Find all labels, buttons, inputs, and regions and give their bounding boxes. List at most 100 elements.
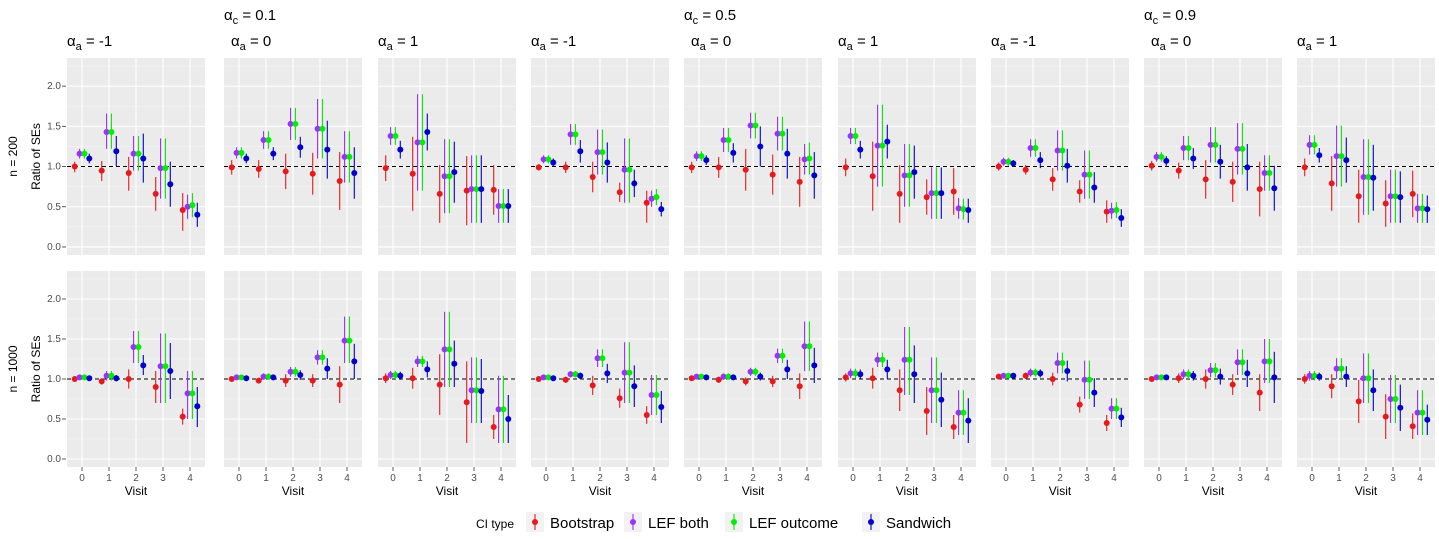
data-point (653, 194, 660, 201)
data-point (1091, 184, 1098, 191)
data-point (796, 383, 803, 390)
data-point (108, 128, 115, 135)
data-point (1397, 194, 1404, 201)
data-point (550, 159, 557, 166)
data-point (157, 363, 164, 370)
data-point (309, 377, 316, 384)
data-point (1175, 375, 1182, 382)
data-point (742, 378, 749, 385)
y-axis-title: Ratio of SEs (29, 336, 43, 403)
data-point (693, 153, 700, 160)
data-point (98, 378, 105, 385)
data-point (255, 377, 262, 384)
data-point (769, 171, 776, 178)
data-point (1306, 141, 1313, 148)
data-point (1202, 176, 1209, 183)
data-point (648, 195, 655, 202)
data-point (1190, 155, 1197, 162)
y-tick-label: 1.0 (47, 374, 61, 385)
data-point (346, 337, 353, 344)
data-point (784, 366, 791, 373)
x-tick-label: 2 (750, 473, 756, 484)
data-point (319, 125, 326, 132)
data-point (1163, 374, 1170, 381)
data-point (796, 178, 803, 185)
data-point (1217, 158, 1224, 165)
data-point (314, 125, 321, 132)
data-point (1343, 157, 1350, 164)
data-point (140, 362, 147, 369)
data-point (194, 211, 201, 218)
data-point (505, 202, 512, 209)
data-point (1118, 414, 1125, 421)
data-point (933, 387, 940, 394)
data-point (1266, 169, 1273, 176)
data-point (1010, 160, 1017, 167)
x-tick-label: 1 (1336, 473, 1342, 484)
x-tick-label: 3 (160, 473, 166, 484)
data-point (1370, 387, 1377, 394)
panel (838, 58, 976, 255)
data-point (324, 146, 331, 153)
panel (684, 58, 822, 255)
data-point (1212, 141, 1219, 148)
data-point (725, 373, 732, 380)
data-point (1414, 205, 1421, 212)
data-point (98, 167, 105, 174)
data-point (1113, 405, 1120, 412)
data-point (152, 384, 159, 390)
data-point (1049, 376, 1056, 382)
data-point (1027, 369, 1034, 376)
data-point (1229, 178, 1236, 185)
data-point (184, 390, 191, 397)
data-point (265, 137, 272, 144)
data-point (468, 186, 475, 193)
data-point (960, 206, 967, 213)
data-point (86, 375, 93, 382)
data-point (1419, 205, 1426, 212)
data-point (901, 172, 908, 179)
data-point (130, 150, 137, 157)
legend-label: Sandwich (886, 515, 951, 532)
x-axis-title: Visit (1202, 484, 1225, 498)
data-point (473, 186, 480, 193)
data-point (720, 373, 727, 380)
x-axis-title: Visit (282, 484, 305, 498)
data-point (1261, 169, 1268, 176)
data-point (287, 368, 294, 375)
data-point (140, 155, 147, 162)
data-point (1113, 206, 1120, 213)
data-point (1365, 174, 1372, 181)
data-point (1360, 174, 1367, 181)
data-point (1000, 158, 1007, 165)
data-point (270, 374, 277, 381)
x-axis-title: Visit (125, 484, 148, 498)
data-point (194, 403, 201, 410)
data-point (811, 362, 818, 369)
data-point (1365, 375, 1372, 382)
data-point (842, 374, 849, 381)
data-point (995, 163, 1002, 170)
legend-key-point (532, 519, 538, 525)
data-point (179, 206, 186, 213)
data-point (103, 372, 110, 379)
x-tick-label: 1 (723, 473, 729, 484)
data-point (1086, 376, 1093, 383)
data-point (955, 409, 962, 416)
panel (1144, 271, 1282, 467)
data-point (720, 137, 727, 144)
data-point (113, 375, 120, 382)
data-point (1343, 373, 1350, 380)
data-point (1027, 145, 1034, 152)
data-point (688, 375, 695, 382)
data-point (869, 173, 876, 180)
data-point (1158, 374, 1165, 381)
row-strip-label: n = 1000 (6, 345, 20, 392)
data-point (965, 206, 972, 213)
data-point (1207, 367, 1214, 374)
data-point (626, 166, 633, 173)
data-point (287, 120, 294, 127)
data-point (319, 354, 326, 361)
data-point (1316, 373, 1323, 380)
data-point (1355, 398, 1362, 405)
